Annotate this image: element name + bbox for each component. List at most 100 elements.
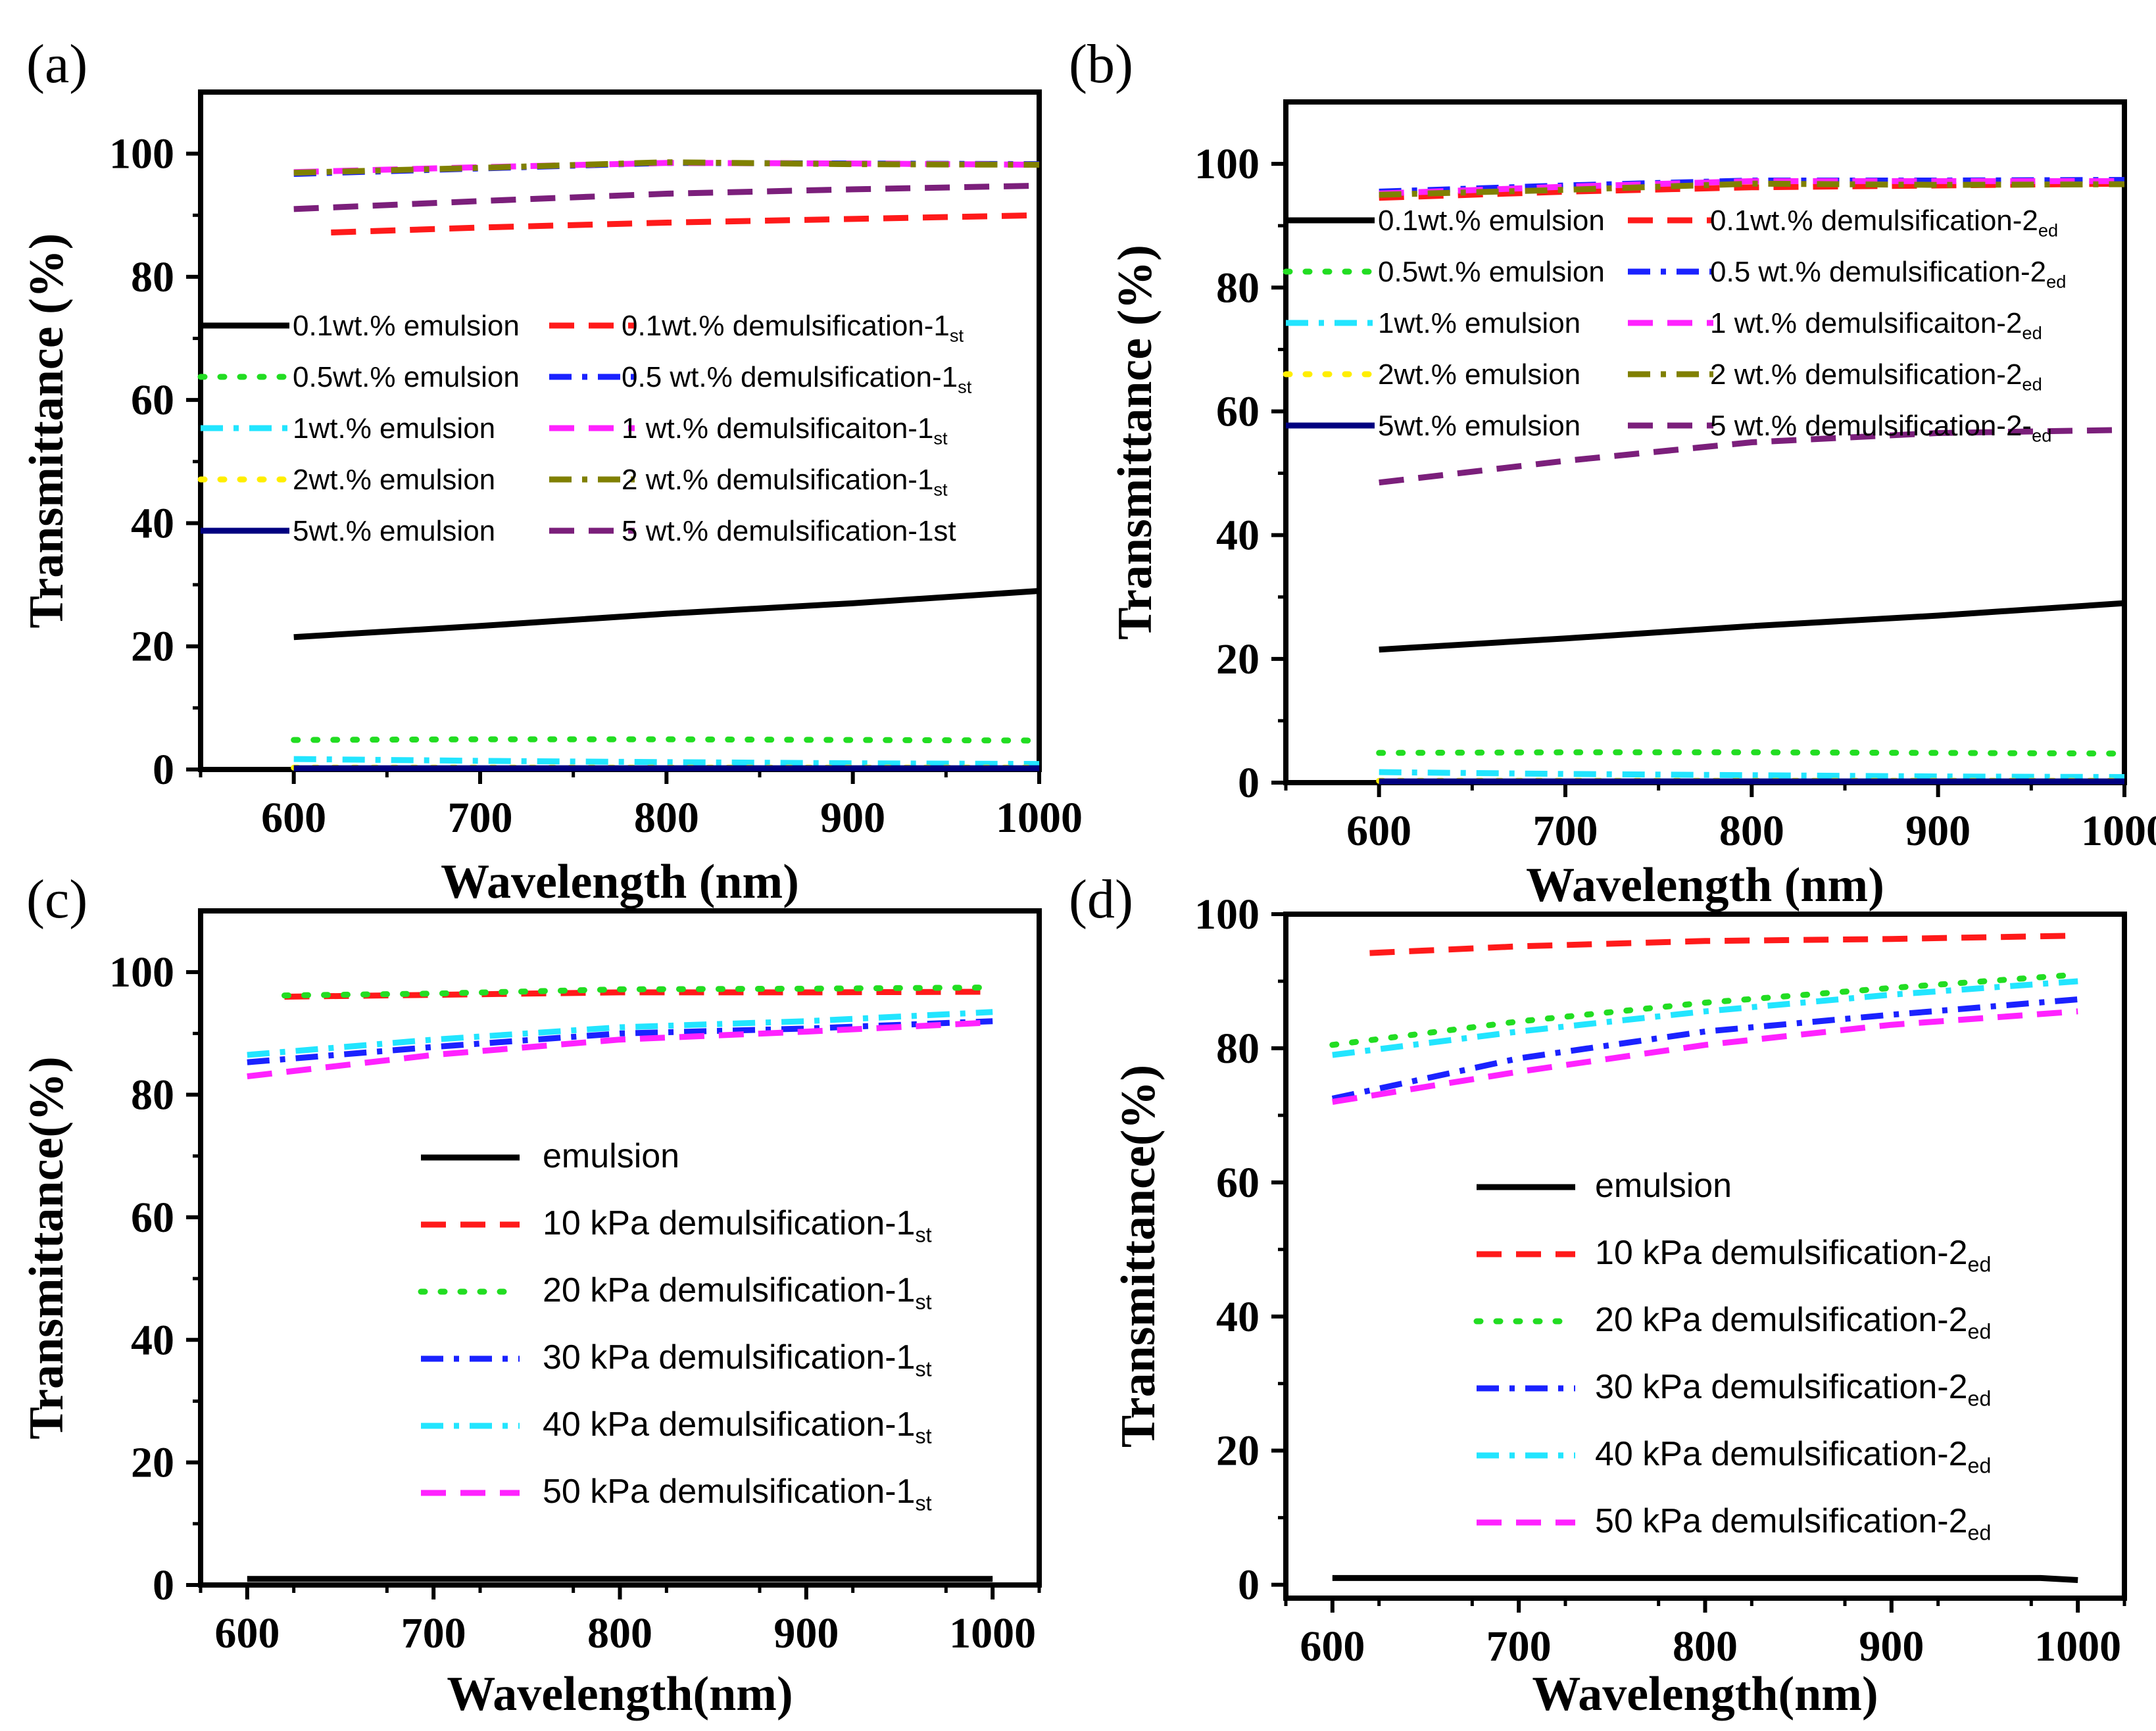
y-axis-title: Transmittance(%): [20, 1056, 74, 1439]
series-line: [282, 985, 996, 999]
legend: emulsion 10 kPa demulsification-1st 20 kPa…: [418, 1137, 932, 1515]
series-line: [1376, 749, 2128, 757]
y-tick-label: 40: [1216, 512, 1260, 560]
x-tick-label: 600: [1300, 1622, 1365, 1670]
x-tick-label: 800: [1719, 807, 1784, 855]
series-line: [293, 159, 1040, 176]
chart-panel-b: (b) 600 700 800 900 1000 0 20 40 60 80 100 Wavelengt…: [1069, 34, 2156, 912]
x-tick-label: 700: [1486, 1622, 1552, 1670]
legend-entry: 10 kPa demulsification-1st: [543, 1204, 932, 1246]
x-axis-title: Wavelength(nm): [1532, 1667, 1878, 1721]
y-axis-title: Transmittance(%): [1112, 1065, 1165, 1448]
y-tick-label: 80: [1216, 1025, 1260, 1073]
legend-entry: 10 kPa demulsification-2ed: [1595, 1234, 1991, 1276]
y-tick-label: 20: [131, 623, 174, 671]
panel-label: (a): [26, 34, 87, 95]
legend-entry: 0.5 wt.% demulsification-2ed: [1710, 256, 2066, 292]
x-tick-label: 800: [634, 794, 699, 842]
y-tick-label: 100: [1194, 140, 1260, 188]
legend-entry: 40 kPa demulsification-2ed: [1595, 1435, 1991, 1477]
legend-entry: 50 kPa demulsification-1st: [543, 1473, 932, 1515]
x-tick-label: 600: [261, 794, 326, 842]
x-tick-label: 900: [820, 794, 885, 842]
y-tick-label: 60: [1216, 387, 1260, 435]
y-tick-label: 60: [1216, 1159, 1260, 1207]
y-tick-label: 60: [131, 1194, 174, 1242]
x-tick-label: 700: [1533, 807, 1598, 855]
legend-entry: 0.1wt.% demulsification-1st: [622, 310, 964, 346]
x-tick-label: 900: [1905, 807, 1971, 855]
x-tick-label: 700: [448, 794, 513, 842]
legend-entry: 2wt.% emulsion: [1378, 358, 1580, 391]
legend-entry: 0.5 wt.% demulsification-1st: [622, 361, 972, 397]
legend-entry: emulsion: [543, 1137, 679, 1175]
legend-entry: 0.1wt.% emulsion: [293, 310, 520, 342]
y-tick-label: 80: [1216, 264, 1260, 312]
x-axis-title: Wavelength(nm): [447, 1667, 793, 1721]
y-axis-title: Transmittance (%): [20, 233, 74, 629]
chart-panel-c: (c) 600 700 800 900 1000 0 20 40 60 80 100 Wavelengt…: [20, 869, 1042, 1721]
legend-entry: 0.1wt.% emulsion: [1378, 205, 1605, 237]
series-line: [284, 988, 993, 1000]
y-tick-label: 100: [1194, 890, 1260, 939]
legend-entry: 5wt.% emulsion: [293, 515, 495, 547]
x-tick-label: 900: [1859, 1622, 1924, 1670]
series-line: [1379, 180, 2125, 201]
legend-entry: 0.1wt.% demulsification-2ed: [1710, 205, 2058, 241]
y-tick-label: 40: [1216, 1293, 1260, 1341]
panel-label: (b): [1069, 34, 1133, 95]
series-line: [331, 212, 1040, 235]
x-axis-title: Wavelength (nm): [441, 855, 799, 909]
y-tick-label: 0: [153, 1561, 174, 1609]
y-tick-label: 20: [1216, 1427, 1260, 1475]
y-tick-label: 80: [131, 253, 174, 301]
x-tick-label: 1000: [2034, 1622, 2121, 1670]
series-line: [1379, 427, 2125, 486]
y-tick-label: 40: [131, 1316, 174, 1364]
legend-entry: 0.5wt.% emulsion: [293, 361, 520, 393]
legend-entry: 1wt.% emulsion: [1378, 307, 1580, 339]
series-line: [1379, 178, 2124, 197]
series-line: [247, 1019, 993, 1080]
y-tick-label: 40: [131, 499, 174, 547]
x-tick-label: 600: [214, 1609, 280, 1657]
y-tick-label: 100: [109, 948, 174, 996]
legend-entry: 50 kPa demulsification-2ed: [1595, 1502, 1991, 1544]
x-tick-label: 1000: [2081, 807, 2156, 855]
legend-entry: 5 wt.% demulsification-2-ed: [1710, 410, 2051, 446]
y-tick-label: 0: [1238, 759, 1260, 807]
legend: 0.1wt.% emulsion 0.1wt.% demulsification-…: [197, 310, 972, 547]
y-tick-label: 80: [131, 1071, 174, 1119]
legend-entry: 2 wt.% demulsification-2ed: [1710, 358, 2042, 395]
x-tick-label: 900: [773, 1609, 839, 1657]
legend-entry: 20 kPa demulsification-1st: [543, 1271, 932, 1313]
y-tick-label: 20: [1216, 635, 1260, 683]
chart-panel-a: (a) 600 700 800 900 1000 0 20 40 60 80 100 Wavelengt…: [20, 34, 1083, 909]
y-tick-label: 0: [153, 746, 174, 794]
series-line: [293, 588, 1040, 641]
legend-entry: 1wt.% emulsion: [293, 412, 495, 445]
y-tick-label: 0: [1238, 1561, 1260, 1609]
series-line: [1369, 933, 2078, 956]
y-axis-title: Transmittance (%): [1108, 245, 1162, 640]
series-line: [1379, 180, 2125, 198]
legend-entry: 30 kPa demulsification-1st: [543, 1338, 932, 1380]
series-line: [291, 736, 1042, 744]
series-line: [1379, 177, 2125, 195]
legend-entry: 30 kPa demulsification-2ed: [1595, 1368, 1991, 1410]
legend-entry: 0.5wt.% emulsion: [1378, 256, 1605, 288]
chart-panel-d: (d) 600 700 800 900 1000 0 20 40 60 80 100 Wavelengt…: [1069, 869, 2127, 1721]
series-line: [1379, 600, 2125, 653]
series-line: [1332, 1008, 2078, 1105]
legend-entry: 5wt.% emulsion: [1378, 410, 1580, 442]
legend-entry: 2 wt.% demulsification-1st: [622, 464, 948, 500]
series-line: [247, 1009, 993, 1058]
x-tick-label: 700: [401, 1609, 466, 1657]
legend-entry: 5 wt.% demulsification-1st: [622, 515, 956, 547]
legend-entry: 1 wt.% demulsificaiton-2ed: [1710, 307, 2042, 343]
series-line: [1329, 971, 2081, 1048]
series-line: [1332, 978, 2078, 1058]
x-tick-label: 1000: [949, 1609, 1036, 1657]
series-line: [1332, 1574, 2078, 1583]
legend-entry: 1 wt.% demulsificaiton-1st: [622, 412, 948, 449]
